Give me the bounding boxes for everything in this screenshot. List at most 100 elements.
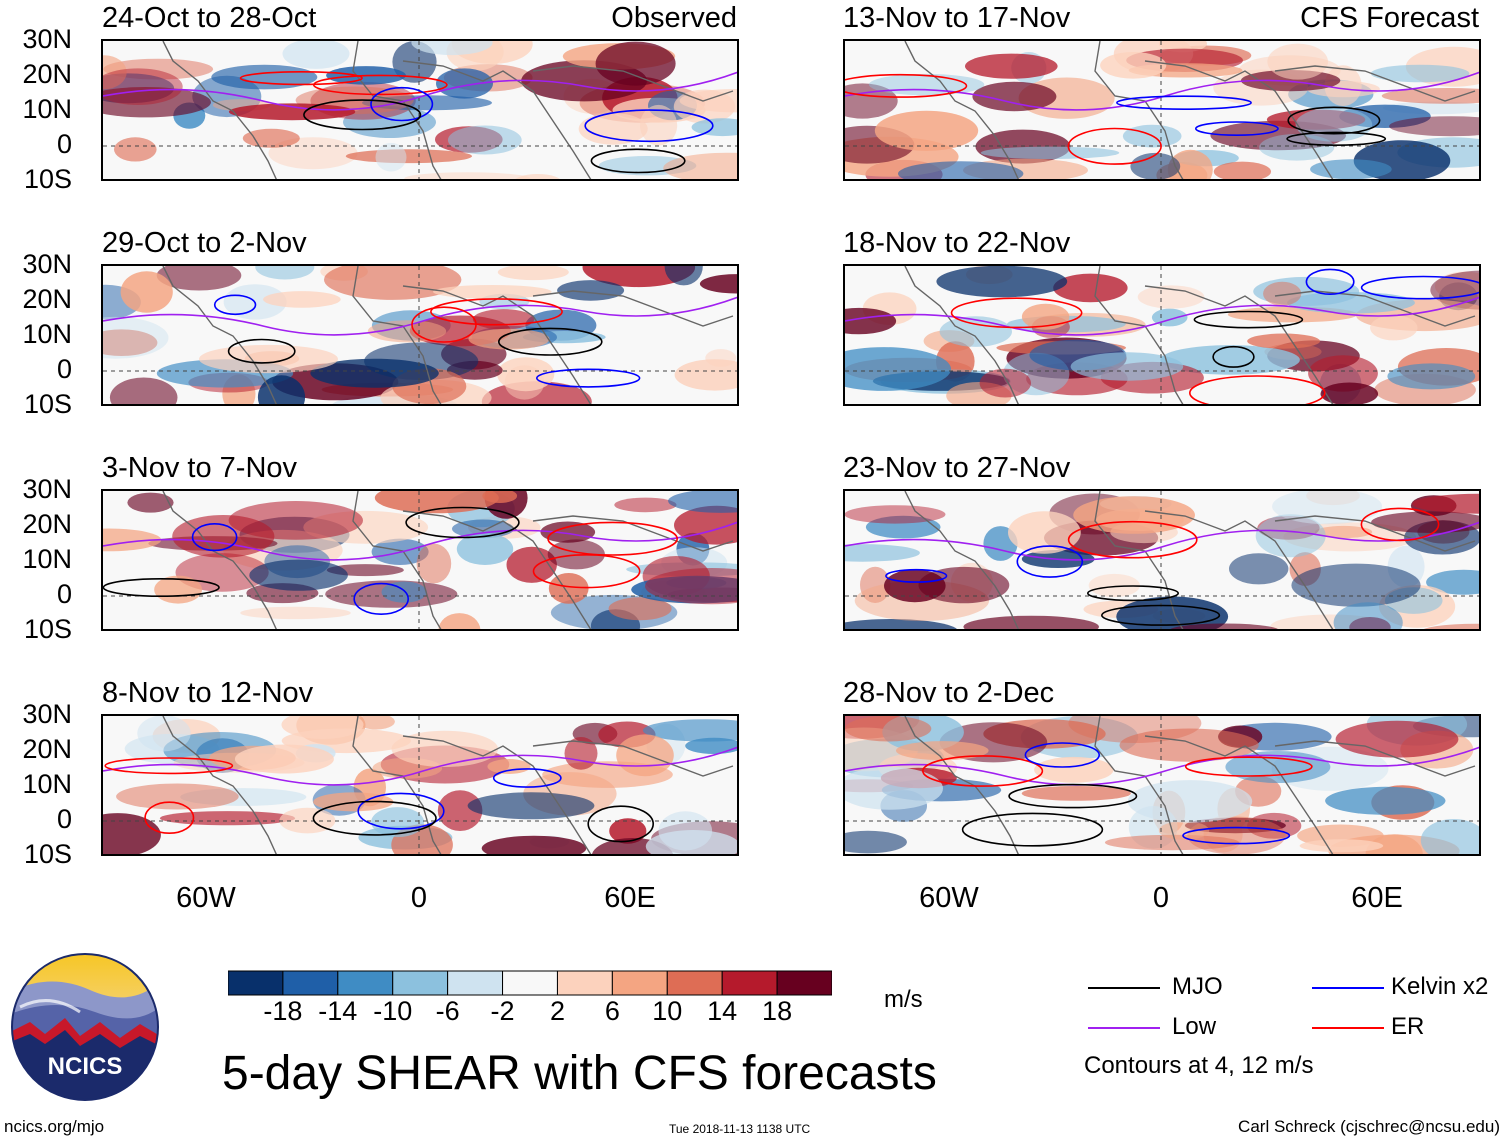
mjo-contour: [312, 800, 437, 836]
mjo-contour: [1287, 106, 1381, 135]
shear-anomaly-shading: [557, 280, 625, 301]
shear-anomaly-shading: [282, 41, 350, 69]
legend-label-kelvin: Kelvin x2: [1391, 973, 1489, 1000]
shear-anomaly-shading: [411, 41, 493, 56]
shear-anomaly-shading: [668, 491, 737, 513]
shear-anomaly-shading: [375, 142, 407, 172]
shear-anomaly-shading: [116, 783, 239, 810]
colorbar-swatch: [556, 970, 613, 996]
shear-anomaly-shading: [608, 597, 672, 621]
forecast-map-panel: [843, 39, 1481, 181]
colorbar-swatch: [776, 970, 832, 996]
kelvin-contour: [1305, 268, 1355, 295]
er-contour: [144, 801, 195, 834]
shear-anomaly-shading: [391, 730, 499, 767]
panel-title-forecast-2: 18-Nov to 22-Nov: [843, 227, 1071, 259]
shear-anomaly-shading: [371, 807, 425, 838]
er-contour: [1067, 127, 1162, 165]
shear-anomaly-shading: [114, 137, 157, 162]
shear-anomaly-shading: [1104, 834, 1240, 851]
shear-anomaly-shading: [578, 113, 648, 145]
shear-anomaly-shading: [228, 501, 363, 540]
shear-anomaly-shading: [1158, 821, 1210, 840]
shear-anomaly-shading: [1021, 786, 1131, 801]
colorbar-swatch: [392, 970, 449, 996]
er-contour: [1184, 756, 1313, 777]
shear-anomaly-shading: [868, 73, 985, 96]
er-contour: [950, 297, 1083, 329]
colorbar-units: m/s: [884, 986, 923, 1013]
colorbar-tick-label: -18: [263, 996, 303, 1026]
lat-label: 0: [56, 129, 72, 159]
colorbar-swatch: [228, 970, 284, 996]
shear-anomaly-shading: [345, 149, 472, 164]
kelvin-contour: [1360, 275, 1479, 300]
shear-anomaly-shading: [1370, 64, 1470, 83]
panel-tag-forecast: CFS Forecast: [1300, 2, 1479, 34]
shear-anomaly-shading: [548, 573, 589, 604]
er-contour: [1360, 507, 1440, 542]
lon-label-0-left: 0: [410, 882, 428, 914]
kelvin-contour: [1194, 121, 1279, 136]
colorbar-swatch: [721, 970, 778, 996]
panel-title-observed-1: 24-Oct to 28-Oct: [102, 2, 317, 34]
shear-anomaly-shading: [257, 375, 306, 404]
figure-title: 5-day SHEAR with CFS forecasts: [222, 1047, 937, 1100]
shear-anomaly-shading: [1387, 363, 1476, 390]
shear-anomaly-shading: [228, 103, 356, 121]
colorbar-swatch: [502, 970, 558, 996]
shear-anomaly-shading: [103, 316, 169, 359]
shear-anomaly-shading: [845, 544, 920, 562]
colorbar-tick-label: 14: [707, 996, 738, 1026]
shear-anomaly-shading: [1365, 834, 1423, 854]
panel-title-observed-3: 3-Nov to 7-Nov: [102, 452, 298, 484]
shear-anomaly-shading: [1255, 514, 1326, 558]
shear-anomaly-shading: [898, 161, 1024, 179]
shear-anomaly-shading: [1426, 569, 1479, 595]
shear-anomaly-shading: [663, 152, 737, 179]
shear-anomaly-shading: [1299, 839, 1384, 853]
footer-timestamp: Tue 2018-11-13 1138 UTC: [669, 1122, 811, 1136]
shear-anomaly-shading: [865, 515, 941, 539]
mjo-contour: [1101, 604, 1221, 626]
legend-label-mjo: MJO: [1172, 973, 1223, 1000]
lon-label-0-right: 0: [1152, 882, 1170, 914]
mjo-contour: [1008, 783, 1138, 809]
footer-url[interactable]: ncics.org/mjo: [4, 1117, 105, 1136]
shear-anomaly-shading: [642, 719, 737, 742]
shear-anomaly-shading: [595, 41, 676, 86]
kelvin-contour: [492, 768, 562, 788]
shear-anomaly-shading: [456, 533, 514, 565]
panel-title-forecast-4: 28-Nov to 2-Dec: [843, 677, 1055, 709]
mjo-contour: [497, 327, 603, 356]
shear-anomaly-shading: [645, 568, 737, 605]
shear-anomaly-shading: [674, 359, 737, 391]
shear-anomaly-shading: [845, 619, 957, 629]
shear-anomaly-shading: [242, 128, 300, 148]
shear-anomaly-shading: [1315, 525, 1373, 539]
shear-anomaly-shading: [1170, 623, 1278, 629]
low-contour: [845, 521, 1479, 561]
shear-anomaly-shading: [1116, 596, 1229, 629]
kelvin-contour: [1116, 95, 1252, 111]
shear-anomaly-shading: [504, 365, 545, 400]
shear-anomaly-shading: [416, 543, 452, 584]
shear-anomaly-shading: [467, 792, 595, 820]
low-contour: [103, 521, 737, 561]
er-contour: [532, 553, 641, 589]
panel-title-forecast-1: 13-Nov to 17-Nov: [843, 2, 1071, 34]
shear-anomaly-shading: [234, 744, 334, 774]
shear-anomaly-shading: [433, 285, 552, 299]
shear-anomaly-shading: [199, 344, 338, 374]
colorbar-swatch: [337, 970, 394, 996]
shear-anomaly-shading: [497, 357, 555, 392]
shear-anomaly-shading: [1420, 819, 1479, 854]
lat-label: 0: [56, 804, 72, 834]
mjo-contour: [587, 805, 655, 843]
shear-anomaly-shading: [1053, 273, 1128, 303]
shear-anomaly-shading: [1333, 602, 1403, 629]
legend-swatch-kelvin: [1312, 987, 1384, 989]
shear-anomaly-shading: [874, 110, 979, 151]
shear-anomaly-shading: [980, 146, 1120, 159]
shear-anomaly-shading: [487, 759, 531, 774]
